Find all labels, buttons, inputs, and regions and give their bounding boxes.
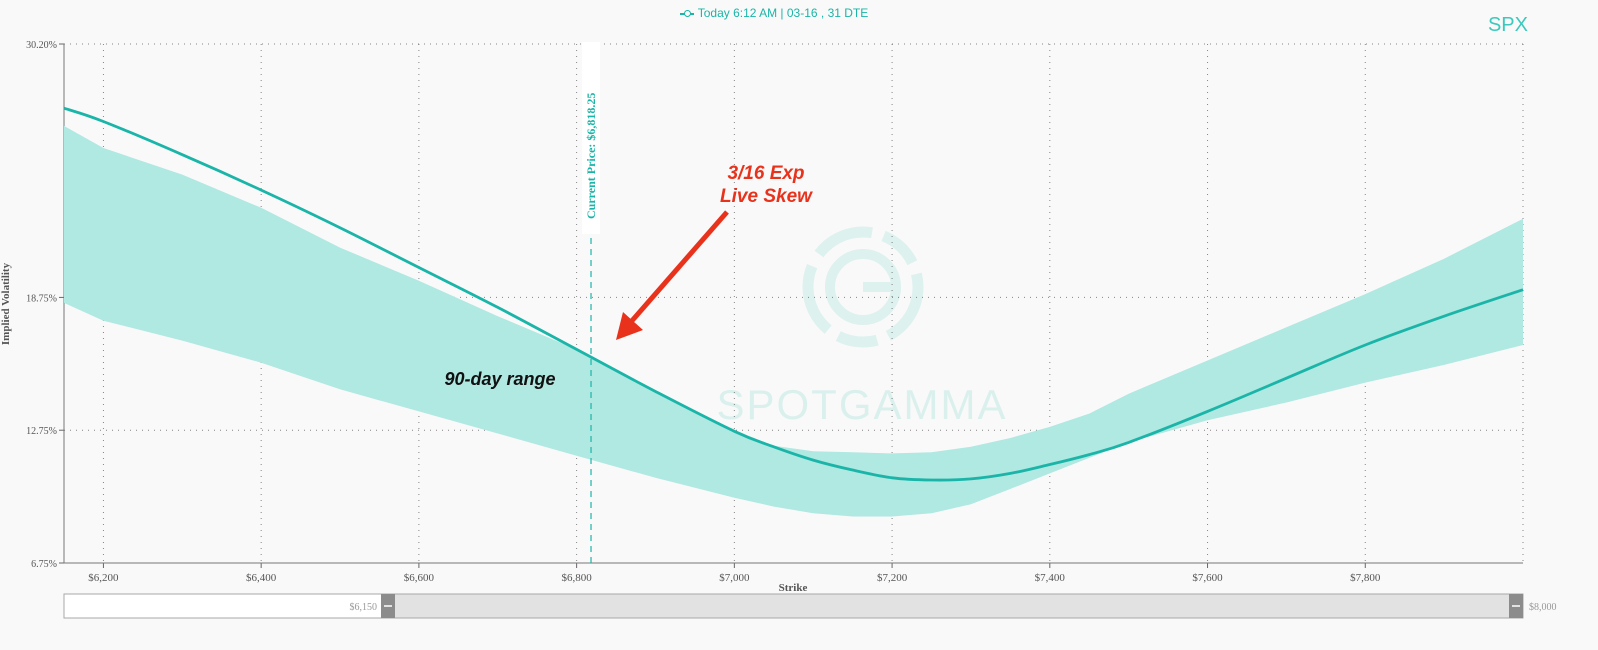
line-series-marker-icon: [679, 9, 694, 19]
range-annotation: 90-day range: [444, 369, 555, 389]
ninety-day-range-band: [64, 125, 1523, 517]
x-tick-label: $6,600: [404, 572, 435, 584]
x-tick-label: $7,800: [1350, 572, 1381, 584]
chart-legend[interactable]: Today 6:12 AM | 03-16 , 31 DTE: [0, 6, 1548, 20]
x-tick-label: $7,000: [719, 572, 750, 584]
ticker-symbol: SPX: [1487, 14, 1528, 36]
current-price-label-background: [582, 42, 601, 234]
navigator-left-handle[interactable]: [381, 594, 395, 618]
x-axis-title: Strike: [779, 582, 808, 594]
y-tick-label: 12.75%: [26, 426, 57, 437]
y-axis-title: Implied Volatility: [0, 262, 12, 345]
live-skew-annotation-line1: 3/16 Exp: [727, 163, 804, 184]
x-tick-label: $7,600: [1192, 572, 1223, 584]
y-tick-label: 18.75%: [26, 293, 57, 304]
legend-label: Today 6:12 AM | 03-16 , 31 DTE: [697, 6, 869, 20]
x-tick-label: $6,200: [88, 572, 119, 584]
y-tick-label: 6.75%: [31, 559, 57, 570]
navigator-min-label: $6,150: [350, 602, 378, 613]
watermark-text: SPOTGAMMA: [716, 381, 1007, 428]
annotation-arrow-icon: [616, 210, 729, 340]
spotgamma-logo-watermark: [802, 226, 924, 348]
live-skew-annotation-line2: Live Skew: [720, 186, 813, 207]
live-skew-line: [63, 106, 1524, 482]
x-tick-label: $7,400: [1035, 572, 1066, 584]
x-tick-label: $7,200: [877, 572, 908, 584]
x-tick-label: $6,800: [561, 572, 592, 584]
x-tick-label: $6,400: [246, 572, 277, 584]
range-navigator[interactable]: $6,150 $8,000: [63, 593, 1557, 619]
y-axis: 30.20% 18.75% 12.75% 6.75%: [26, 40, 65, 570]
current-price-label: Current Price: $6,818.25: [584, 93, 598, 219]
x-axis: $6,200 $6,400 $6,600 $6,800 $7,000 $7,200 $7,4…: [64, 562, 1523, 584]
navigator-right-handle[interactable]: [1509, 594, 1523, 618]
y-tick-label: 30.20%: [26, 40, 57, 51]
navigator-max-label: $8,000: [1529, 602, 1557, 613]
navigator-selection[interactable]: [387, 593, 1517, 619]
